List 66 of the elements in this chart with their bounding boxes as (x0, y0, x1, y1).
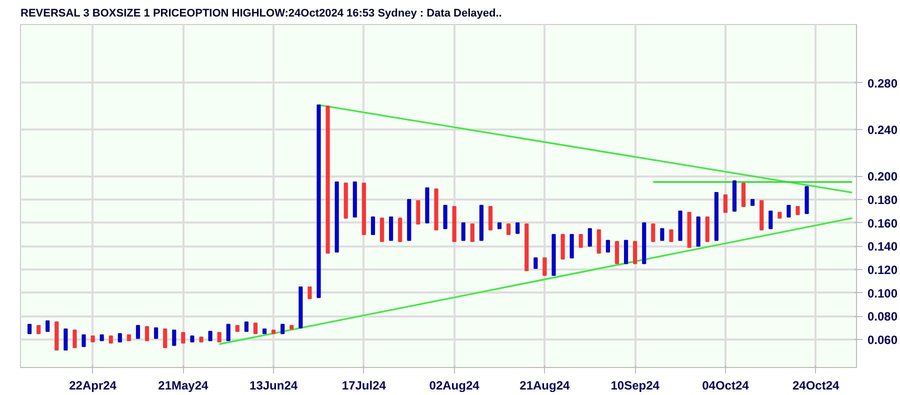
x-tick-label: 22Apr24 (69, 378, 117, 392)
candlestick (226, 324, 230, 342)
candlestick (741, 182, 746, 207)
candlestick (588, 228, 592, 247)
candlestick (461, 222, 466, 241)
candlestick (280, 324, 285, 334)
chart-title: REVERSAL 3 BOXSIZE 1 PRICEOPTION HIGHLOW:24Oct2024 16:53 Sydney : Data Delayed.. (20, 8, 502, 20)
candlestick (398, 218, 402, 242)
x-tick-label: 24Oct24 (792, 378, 840, 392)
y-tick-label: 0.280 (868, 76, 898, 90)
candlestick (144, 326, 150, 342)
candlestick (244, 322, 248, 332)
x-tick-label: 13Jun24 (250, 378, 298, 392)
candlestick (578, 234, 583, 248)
candlestick (660, 228, 664, 241)
candlestick (506, 224, 511, 235)
candlestick (624, 240, 628, 264)
candlestick (82, 334, 86, 347)
candlestick (181, 332, 186, 344)
candlestick (217, 332, 222, 342)
candlestick (370, 216, 376, 235)
candlestick (606, 240, 610, 252)
candlestick (633, 241, 638, 264)
candlestick (46, 320, 50, 332)
candlestick (72, 330, 77, 348)
x-tick-label: 04Oct24 (702, 378, 750, 392)
candlestick (154, 327, 158, 339)
candlestick (614, 241, 620, 264)
candlestick (516, 222, 520, 234)
candlestick (64, 328, 68, 350)
x-tick-label: 21May24 (158, 378, 209, 392)
candlestick (253, 322, 258, 334)
candlestick (786, 204, 791, 218)
candlestick (470, 224, 474, 242)
candlestick (308, 286, 312, 300)
candlestick (542, 257, 547, 276)
x-tick-label: 02Aug24 (429, 378, 480, 392)
y-tick-label: 0.240 (868, 123, 898, 137)
candlestick (380, 218, 384, 242)
candlestick (163, 328, 168, 348)
candlestick (768, 210, 773, 230)
x-tick-label: 17Jul24 (342, 378, 386, 392)
candlestick (570, 234, 574, 258)
y-tick-label: 0.140 (868, 240, 898, 254)
y-tick-label: 0.080 (868, 310, 898, 324)
candlestick (443, 204, 448, 230)
candlestick (136, 325, 140, 339)
candlestick (596, 229, 601, 254)
x-tick-label: 10Sep24 (610, 378, 660, 392)
y-tick-label: 0.180 (868, 193, 898, 207)
candlestick (389, 216, 394, 241)
candlestick (208, 330, 212, 342)
y-tick-label: 0.060 (868, 333, 898, 347)
candlestick (28, 324, 32, 334)
y-tick-label: 0.160 (868, 216, 898, 230)
candlestick (651, 224, 656, 242)
candlestick (172, 330, 176, 346)
candlestick (669, 229, 674, 242)
y-tick-label: 0.200 (868, 170, 898, 184)
x-tick-label: 21Aug24 (520, 378, 570, 392)
y-tick-label: 0.120 (868, 263, 898, 277)
y-tick-label: 0.100 (868, 286, 898, 300)
candlestick (416, 200, 420, 224)
candlestick (488, 206, 493, 230)
candlestick (534, 257, 538, 269)
candlestick (723, 194, 728, 213)
